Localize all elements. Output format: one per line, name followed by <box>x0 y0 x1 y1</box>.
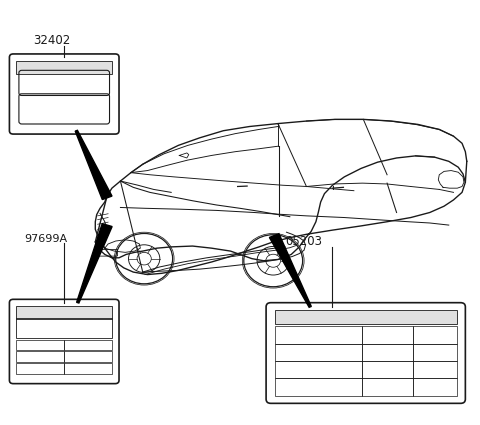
Bar <box>64 363 112 374</box>
Polygon shape <box>179 153 189 158</box>
FancyBboxPatch shape <box>266 303 466 403</box>
Bar <box>413 326 457 343</box>
Bar <box>16 61 112 74</box>
Bar <box>362 361 413 378</box>
Bar <box>64 351 112 362</box>
Text: 05203: 05203 <box>285 235 322 248</box>
Bar <box>275 326 362 343</box>
Polygon shape <box>77 224 112 303</box>
Polygon shape <box>269 234 312 307</box>
Text: 32402: 32402 <box>34 34 71 47</box>
Bar <box>275 378 362 396</box>
Bar <box>16 306 112 319</box>
Bar <box>16 340 64 351</box>
Bar <box>275 310 457 325</box>
Bar <box>413 361 457 378</box>
Bar <box>362 378 413 396</box>
Bar <box>16 318 112 338</box>
Bar <box>64 340 112 351</box>
FancyBboxPatch shape <box>10 54 119 134</box>
Bar <box>413 378 457 396</box>
Bar <box>362 326 413 343</box>
Bar <box>413 343 457 361</box>
Bar <box>16 351 64 362</box>
Bar <box>362 343 413 361</box>
Polygon shape <box>75 130 112 200</box>
Bar <box>16 363 64 374</box>
FancyBboxPatch shape <box>10 299 119 384</box>
Text: 97699A: 97699A <box>24 234 67 244</box>
Bar <box>275 343 362 361</box>
Bar <box>275 361 362 378</box>
